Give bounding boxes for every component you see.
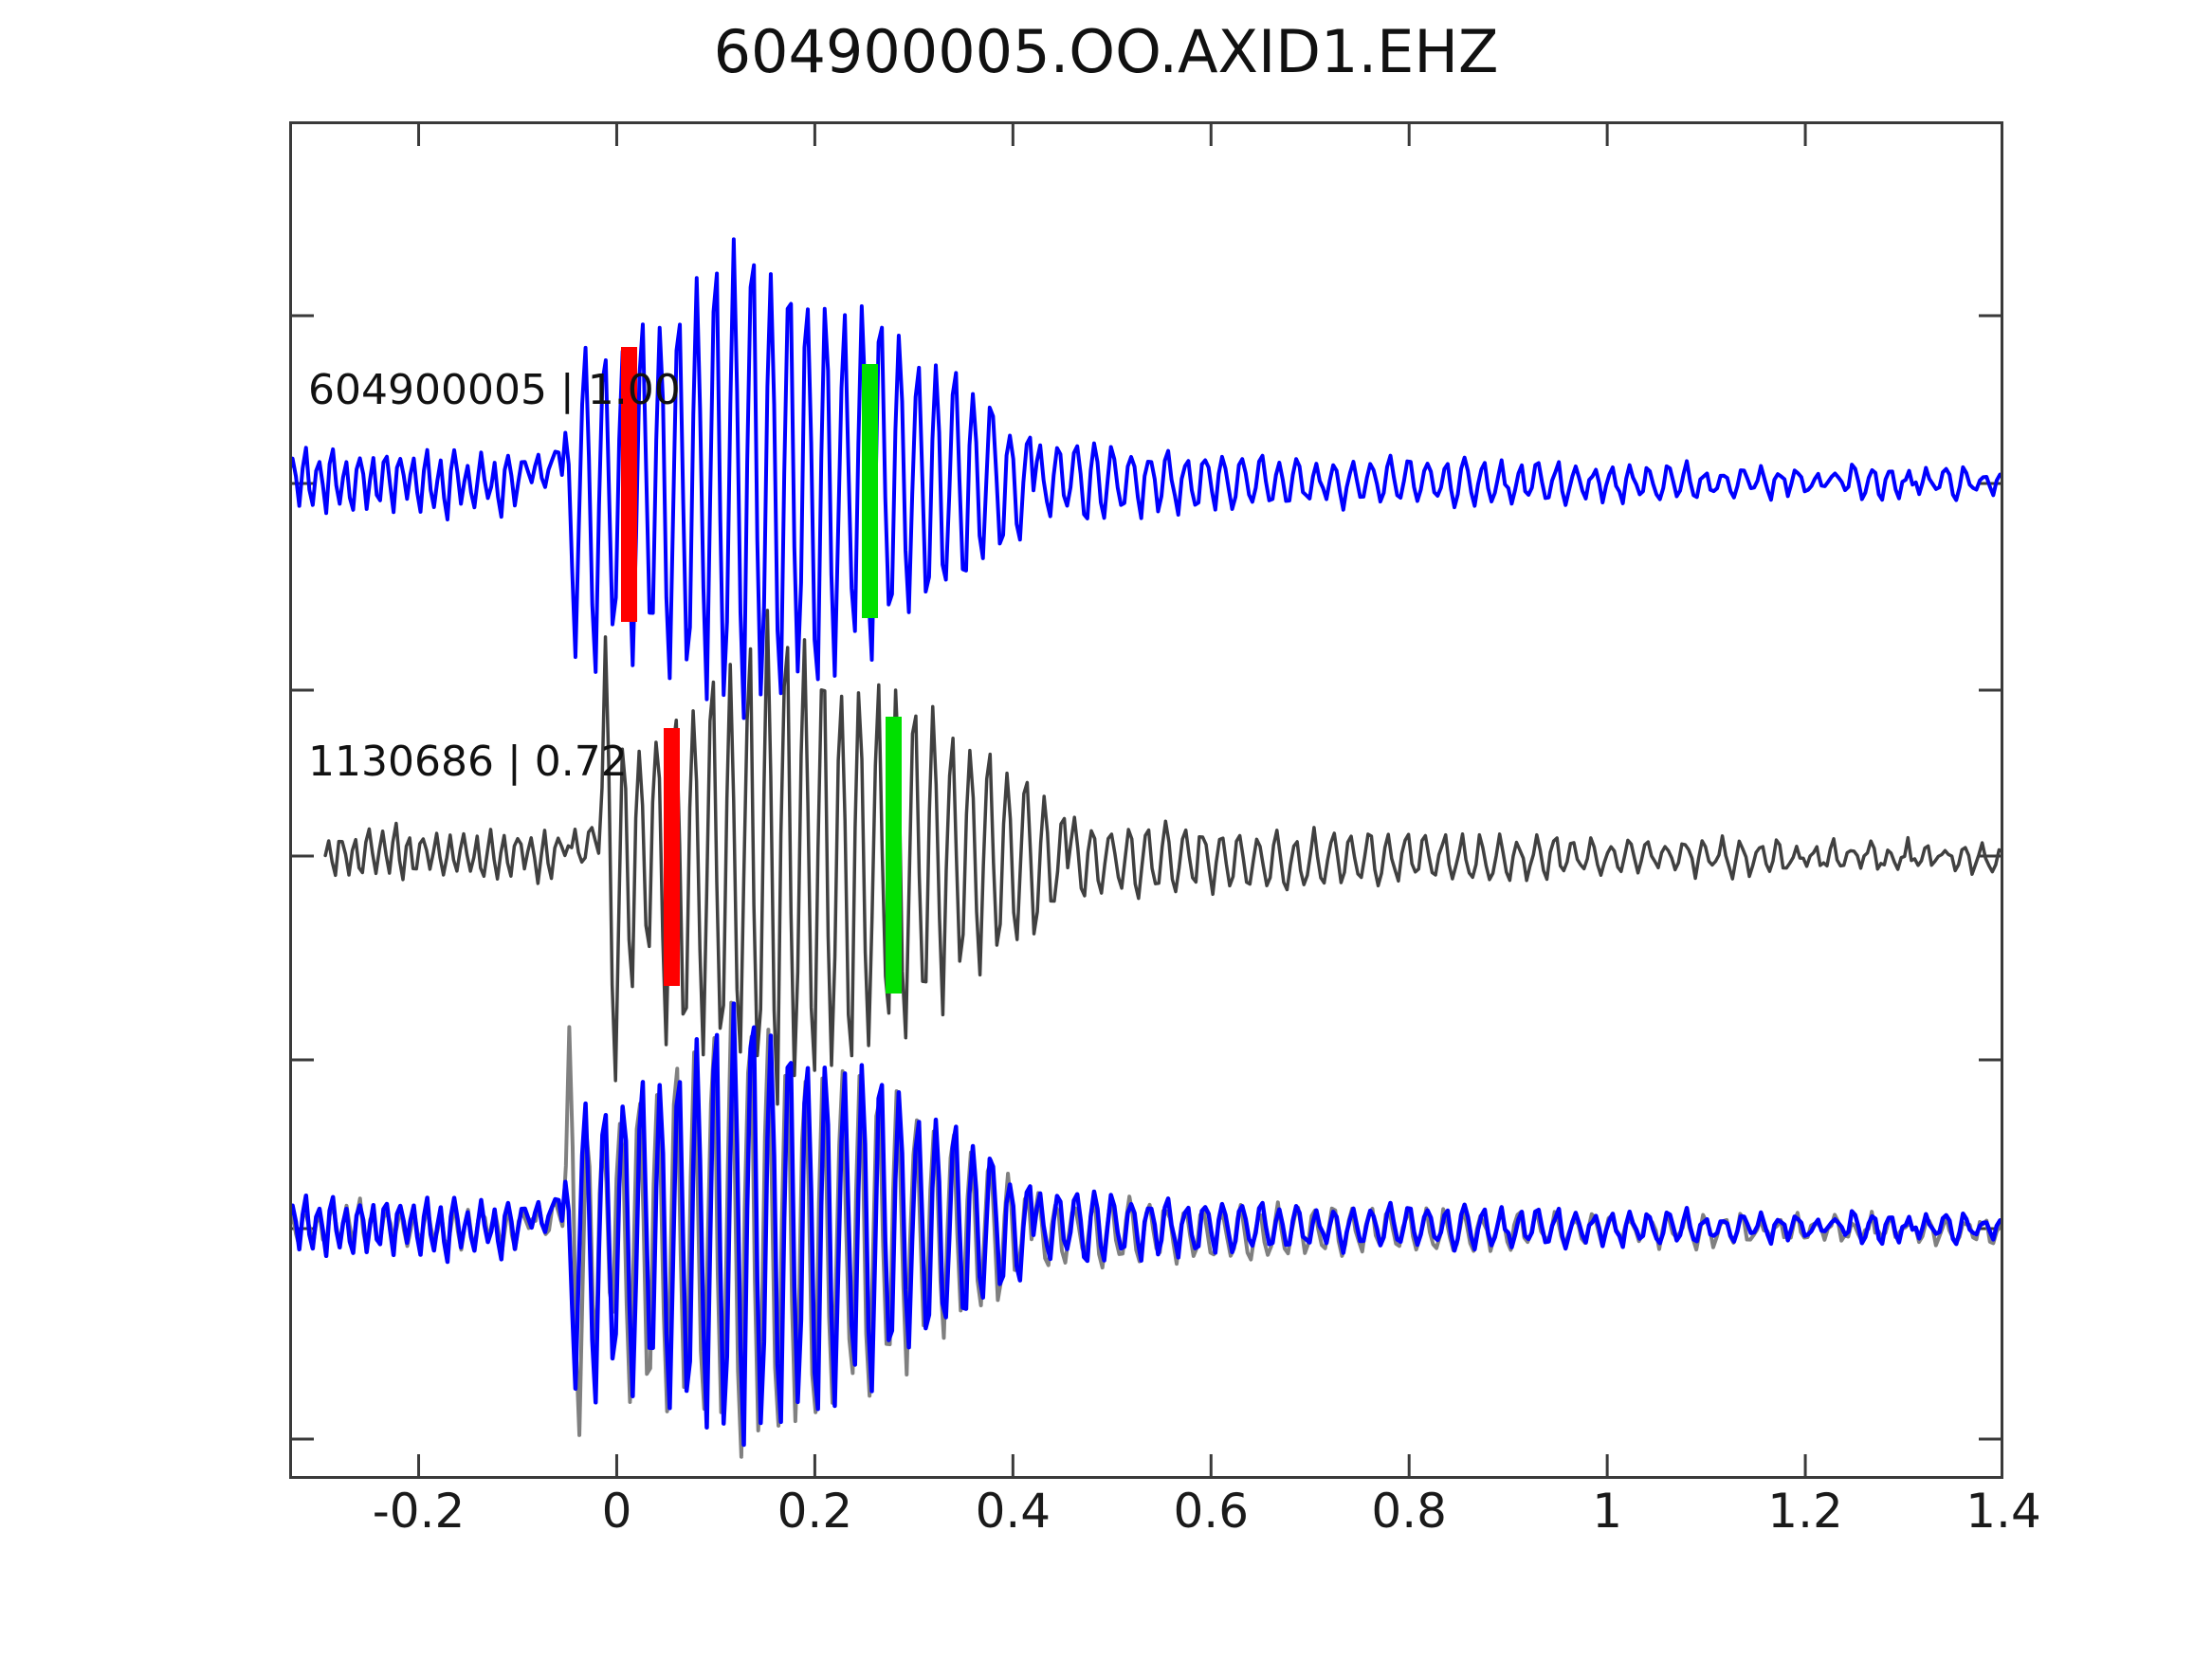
x-tick-label: 0.4 [975,1484,1051,1539]
detection-waveform [323,609,2003,1106]
waveform-canvas [289,121,2003,1479]
x-tick-label: 1.4 [1965,1484,2041,1539]
pick-marker-p-trace-1 [621,347,637,622]
pick-marker-s-trace-1 [862,364,878,618]
x-tick-label: 0 [601,1484,632,1539]
plot-area: 604900005 | 1.00 1130686 | 0.72 [289,121,2003,1479]
x-tick-label: 0.2 [777,1484,853,1539]
page-title: 604900005.OO.AXID1.EHZ [713,17,1499,86]
x-tick-label: -0.2 [372,1484,466,1539]
x-axis-tick-labels: -0.2 0 0.2 0.4 0.6 0.8 1 1.2 1.4 [289,1484,2041,1559]
x-tick-label: 1.2 [1767,1484,1843,1539]
x-tick-label: 0.8 [1371,1484,1447,1539]
trace-label-template: 604900005 | 1.00 [308,366,681,414]
x-tick-label: 1 [1592,1484,1623,1539]
trace-label-detection: 1130686 | 0.72 [308,738,628,786]
template-waveform [289,237,2003,720]
x-tick-label: 0.6 [1173,1484,1250,1539]
pick-marker-p-trace-2 [664,728,680,986]
pick-marker-s-trace-2 [886,717,902,994]
overlay-template-waveform [289,1001,2003,1448]
